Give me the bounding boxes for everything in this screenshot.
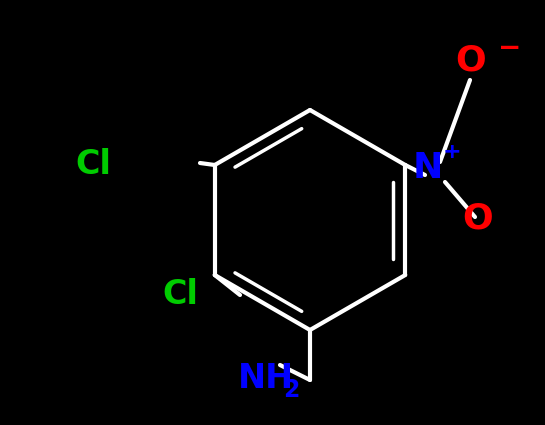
Text: O: O (455, 43, 486, 77)
Text: NH: NH (238, 362, 294, 394)
Text: N: N (413, 151, 444, 185)
Text: Cl: Cl (162, 278, 198, 312)
Text: 2: 2 (283, 378, 299, 402)
Text: +: + (443, 142, 462, 162)
Text: −: − (498, 34, 521, 62)
Text: Cl: Cl (75, 148, 111, 181)
Text: O: O (462, 201, 493, 235)
